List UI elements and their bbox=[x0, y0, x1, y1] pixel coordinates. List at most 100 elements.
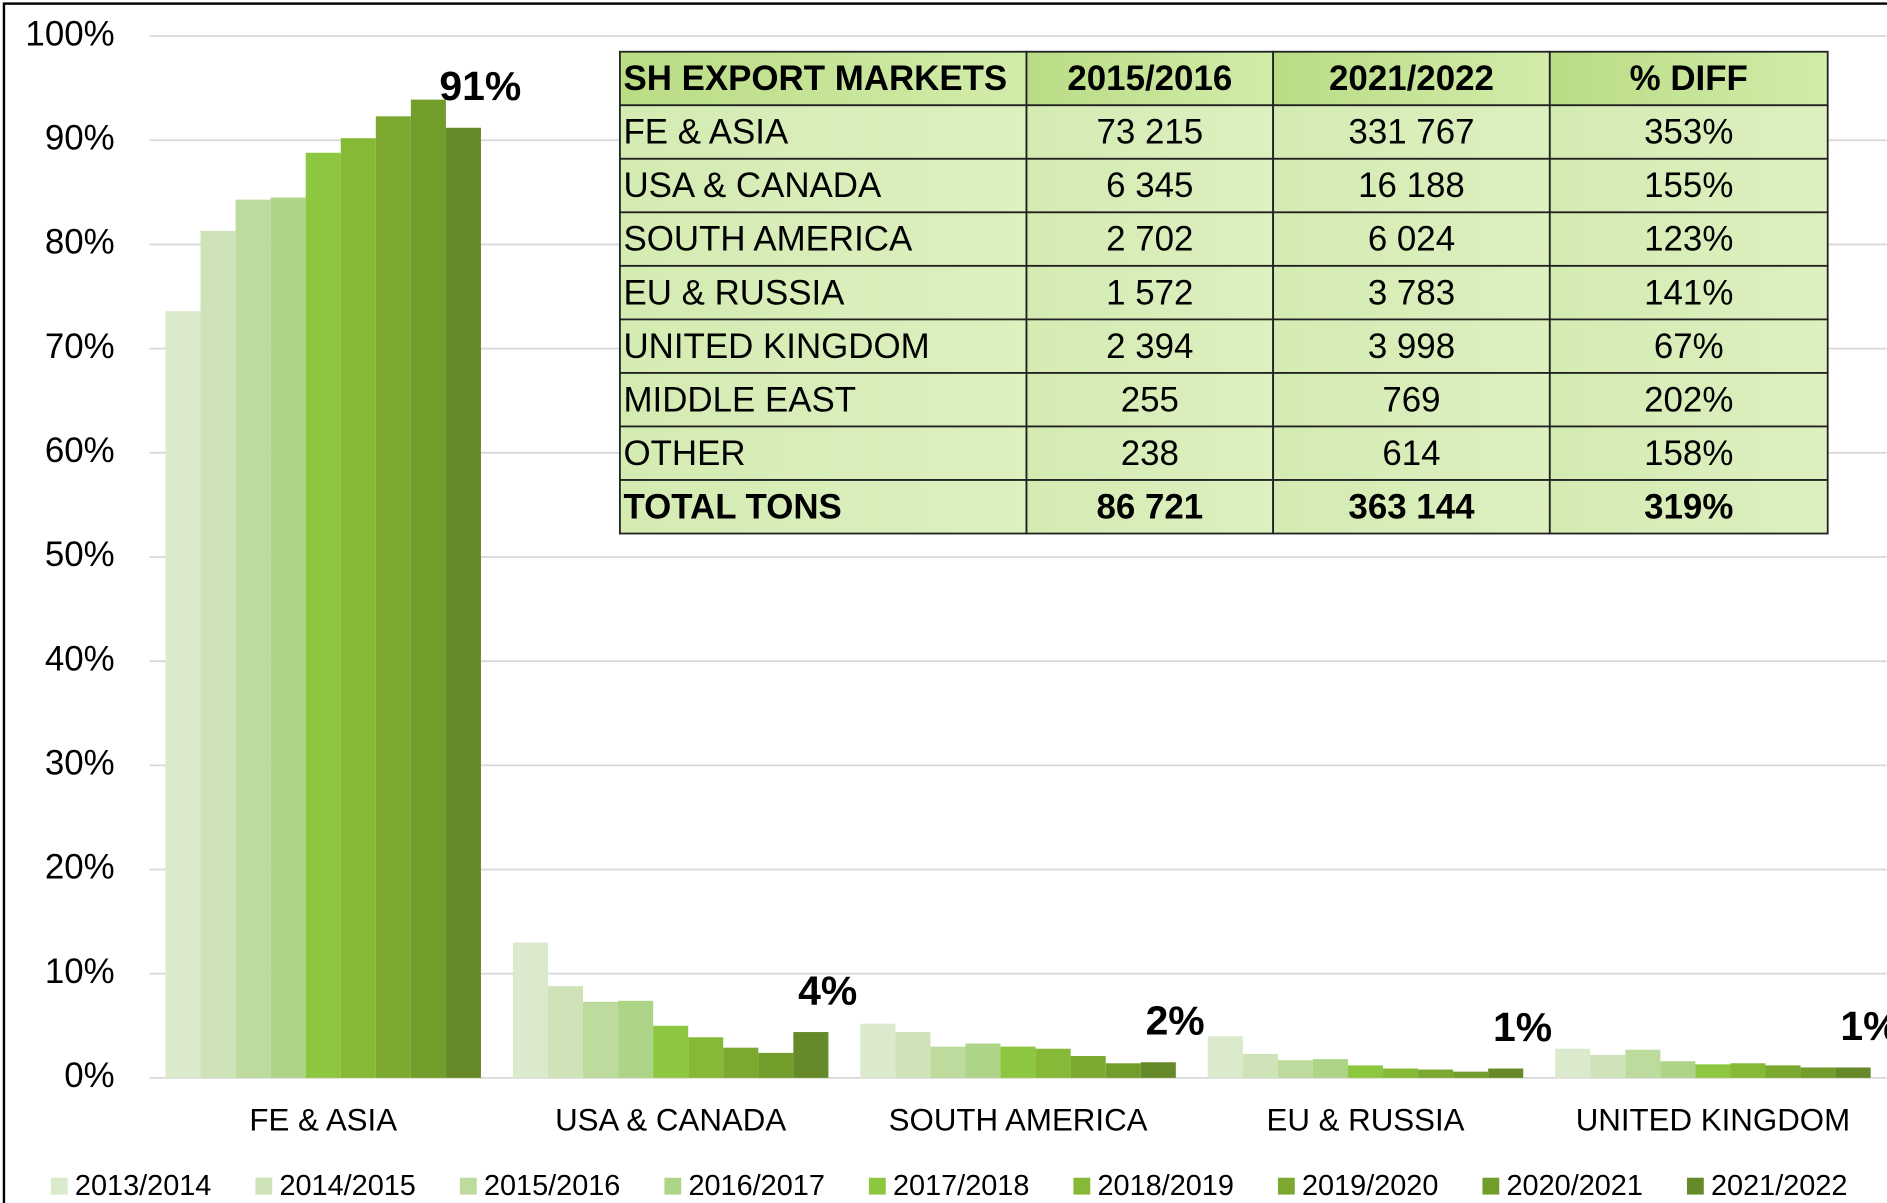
table-text: 2021/2022 bbox=[1329, 59, 1494, 98]
table-text: SOUTH AMERICA bbox=[624, 220, 913, 259]
table-text: 319% bbox=[1644, 487, 1733, 526]
bar bbox=[1625, 1049, 1661, 1078]
y-tick-label: 20% bbox=[45, 848, 115, 887]
table-text: 6 024 bbox=[1368, 220, 1455, 259]
table-cell bbox=[1548, 157, 1829, 214]
bar bbox=[165, 311, 201, 1078]
table-text: 1 572 bbox=[1106, 273, 1193, 312]
table-text: 67% bbox=[1654, 327, 1724, 366]
table-text: 141% bbox=[1644, 273, 1733, 312]
table-cell bbox=[1025, 211, 1275, 267]
legend-swatch bbox=[1073, 1177, 1091, 1195]
data-label: 91% bbox=[439, 63, 521, 109]
legend-label: 2016/2017 bbox=[688, 1170, 824, 1202]
table-text: USA & CANADA bbox=[624, 166, 883, 205]
bar bbox=[547, 986, 584, 1078]
legend-label: 2014/2015 bbox=[279, 1170, 415, 1202]
bar bbox=[583, 1001, 619, 1078]
table-cell bbox=[1025, 104, 1275, 160]
y-tick-label: 0% bbox=[64, 1056, 114, 1095]
bar bbox=[1453, 1071, 1489, 1078]
table-text: 155% bbox=[1644, 166, 1733, 205]
data-label: 1% bbox=[1840, 1003, 1887, 1049]
bar bbox=[793, 1032, 829, 1078]
table-text: 202% bbox=[1644, 380, 1733, 419]
y-tick-label: 90% bbox=[45, 118, 115, 157]
y-tick-label: 10% bbox=[45, 952, 115, 991]
x-tick-label: EU & RUSSIA bbox=[1266, 1103, 1464, 1138]
legend-label: 2018/2019 bbox=[1097, 1170, 1233, 1202]
table-cell bbox=[618, 50, 1028, 107]
x-tick-label: UNITED KINGDOM bbox=[1576, 1103, 1850, 1138]
bar bbox=[860, 1023, 896, 1078]
table-cell bbox=[618, 211, 1028, 267]
table-cell bbox=[1272, 425, 1551, 481]
table-cell bbox=[1548, 104, 1829, 160]
bar bbox=[1695, 1064, 1731, 1078]
legend-swatch bbox=[1277, 1177, 1295, 1195]
legend-swatch bbox=[255, 1177, 273, 1195]
table-text: 614 bbox=[1382, 434, 1440, 473]
y-tick-label: 30% bbox=[45, 744, 115, 783]
bar bbox=[1070, 1056, 1106, 1078]
data-label: 4% bbox=[798, 967, 857, 1013]
bar bbox=[445, 127, 481, 1078]
legend-swatch bbox=[664, 1177, 682, 1195]
table-text: EU & RUSSIA bbox=[624, 273, 846, 312]
table-text: 16 188 bbox=[1358, 166, 1465, 205]
table: SH EXPORT MARKETS 2015/2016 2021/2022 % DIF… bbox=[618, 50, 1829, 535]
table-cell bbox=[1025, 264, 1275, 321]
y-tick-label: 100% bbox=[25, 14, 114, 53]
bar bbox=[375, 116, 411, 1078]
legend-label: 2020/2021 bbox=[1507, 1170, 1643, 1202]
data-label: 2% bbox=[1146, 998, 1205, 1044]
table-text: FE & ASIA bbox=[624, 113, 789, 152]
bar bbox=[1347, 1065, 1384, 1078]
bar bbox=[618, 1000, 654, 1078]
table-cell bbox=[1548, 264, 1829, 321]
bar bbox=[930, 1046, 966, 1078]
bar bbox=[1383, 1068, 1419, 1078]
legend-swatch bbox=[1686, 1177, 1704, 1195]
table-cell bbox=[1548, 479, 1829, 535]
table-text: 123% bbox=[1644, 220, 1733, 259]
table-text: 158% bbox=[1644, 434, 1733, 473]
data-label: 1% bbox=[1493, 1004, 1552, 1050]
bar bbox=[200, 230, 236, 1078]
bar bbox=[1000, 1046, 1036, 1078]
bar bbox=[1242, 1053, 1278, 1078]
bar bbox=[1277, 1060, 1313, 1078]
table-text: SH EXPORT MARKETS bbox=[624, 59, 1008, 98]
legend-label: 2017/2018 bbox=[893, 1170, 1029, 1202]
bar bbox=[340, 138, 376, 1078]
y-tick-label: 60% bbox=[45, 431, 115, 470]
table-text: 2 394 bbox=[1106, 327, 1193, 366]
bar bbox=[1590, 1054, 1626, 1078]
table-text: 353% bbox=[1644, 113, 1733, 152]
table-cell bbox=[1025, 372, 1275, 428]
bar bbox=[1418, 1069, 1454, 1078]
table-cell bbox=[1025, 318, 1275, 374]
x-tick-label: USA & CANADA bbox=[555, 1103, 786, 1138]
bar bbox=[1555, 1048, 1591, 1078]
bar bbox=[758, 1052, 794, 1078]
bar bbox=[1835, 1067, 1871, 1078]
y-tick-label: 70% bbox=[45, 327, 115, 366]
table-text: 255 bbox=[1121, 380, 1179, 419]
bar bbox=[270, 197, 306, 1078]
table-text: 6 345 bbox=[1106, 166, 1193, 205]
bar bbox=[305, 152, 341, 1078]
bar bbox=[895, 1032, 931, 1078]
bar bbox=[410, 99, 446, 1078]
legend-swatch bbox=[1482, 1177, 1500, 1195]
legend-label: 2019/2020 bbox=[1302, 1170, 1438, 1202]
bar bbox=[1207, 1036, 1243, 1078]
table-cell bbox=[618, 104, 1028, 160]
bar bbox=[688, 1037, 724, 1078]
table-cell bbox=[1272, 211, 1551, 267]
y-tick-label: 40% bbox=[45, 639, 115, 678]
table-cell bbox=[1025, 425, 1275, 481]
legend-swatch bbox=[50, 1177, 68, 1195]
